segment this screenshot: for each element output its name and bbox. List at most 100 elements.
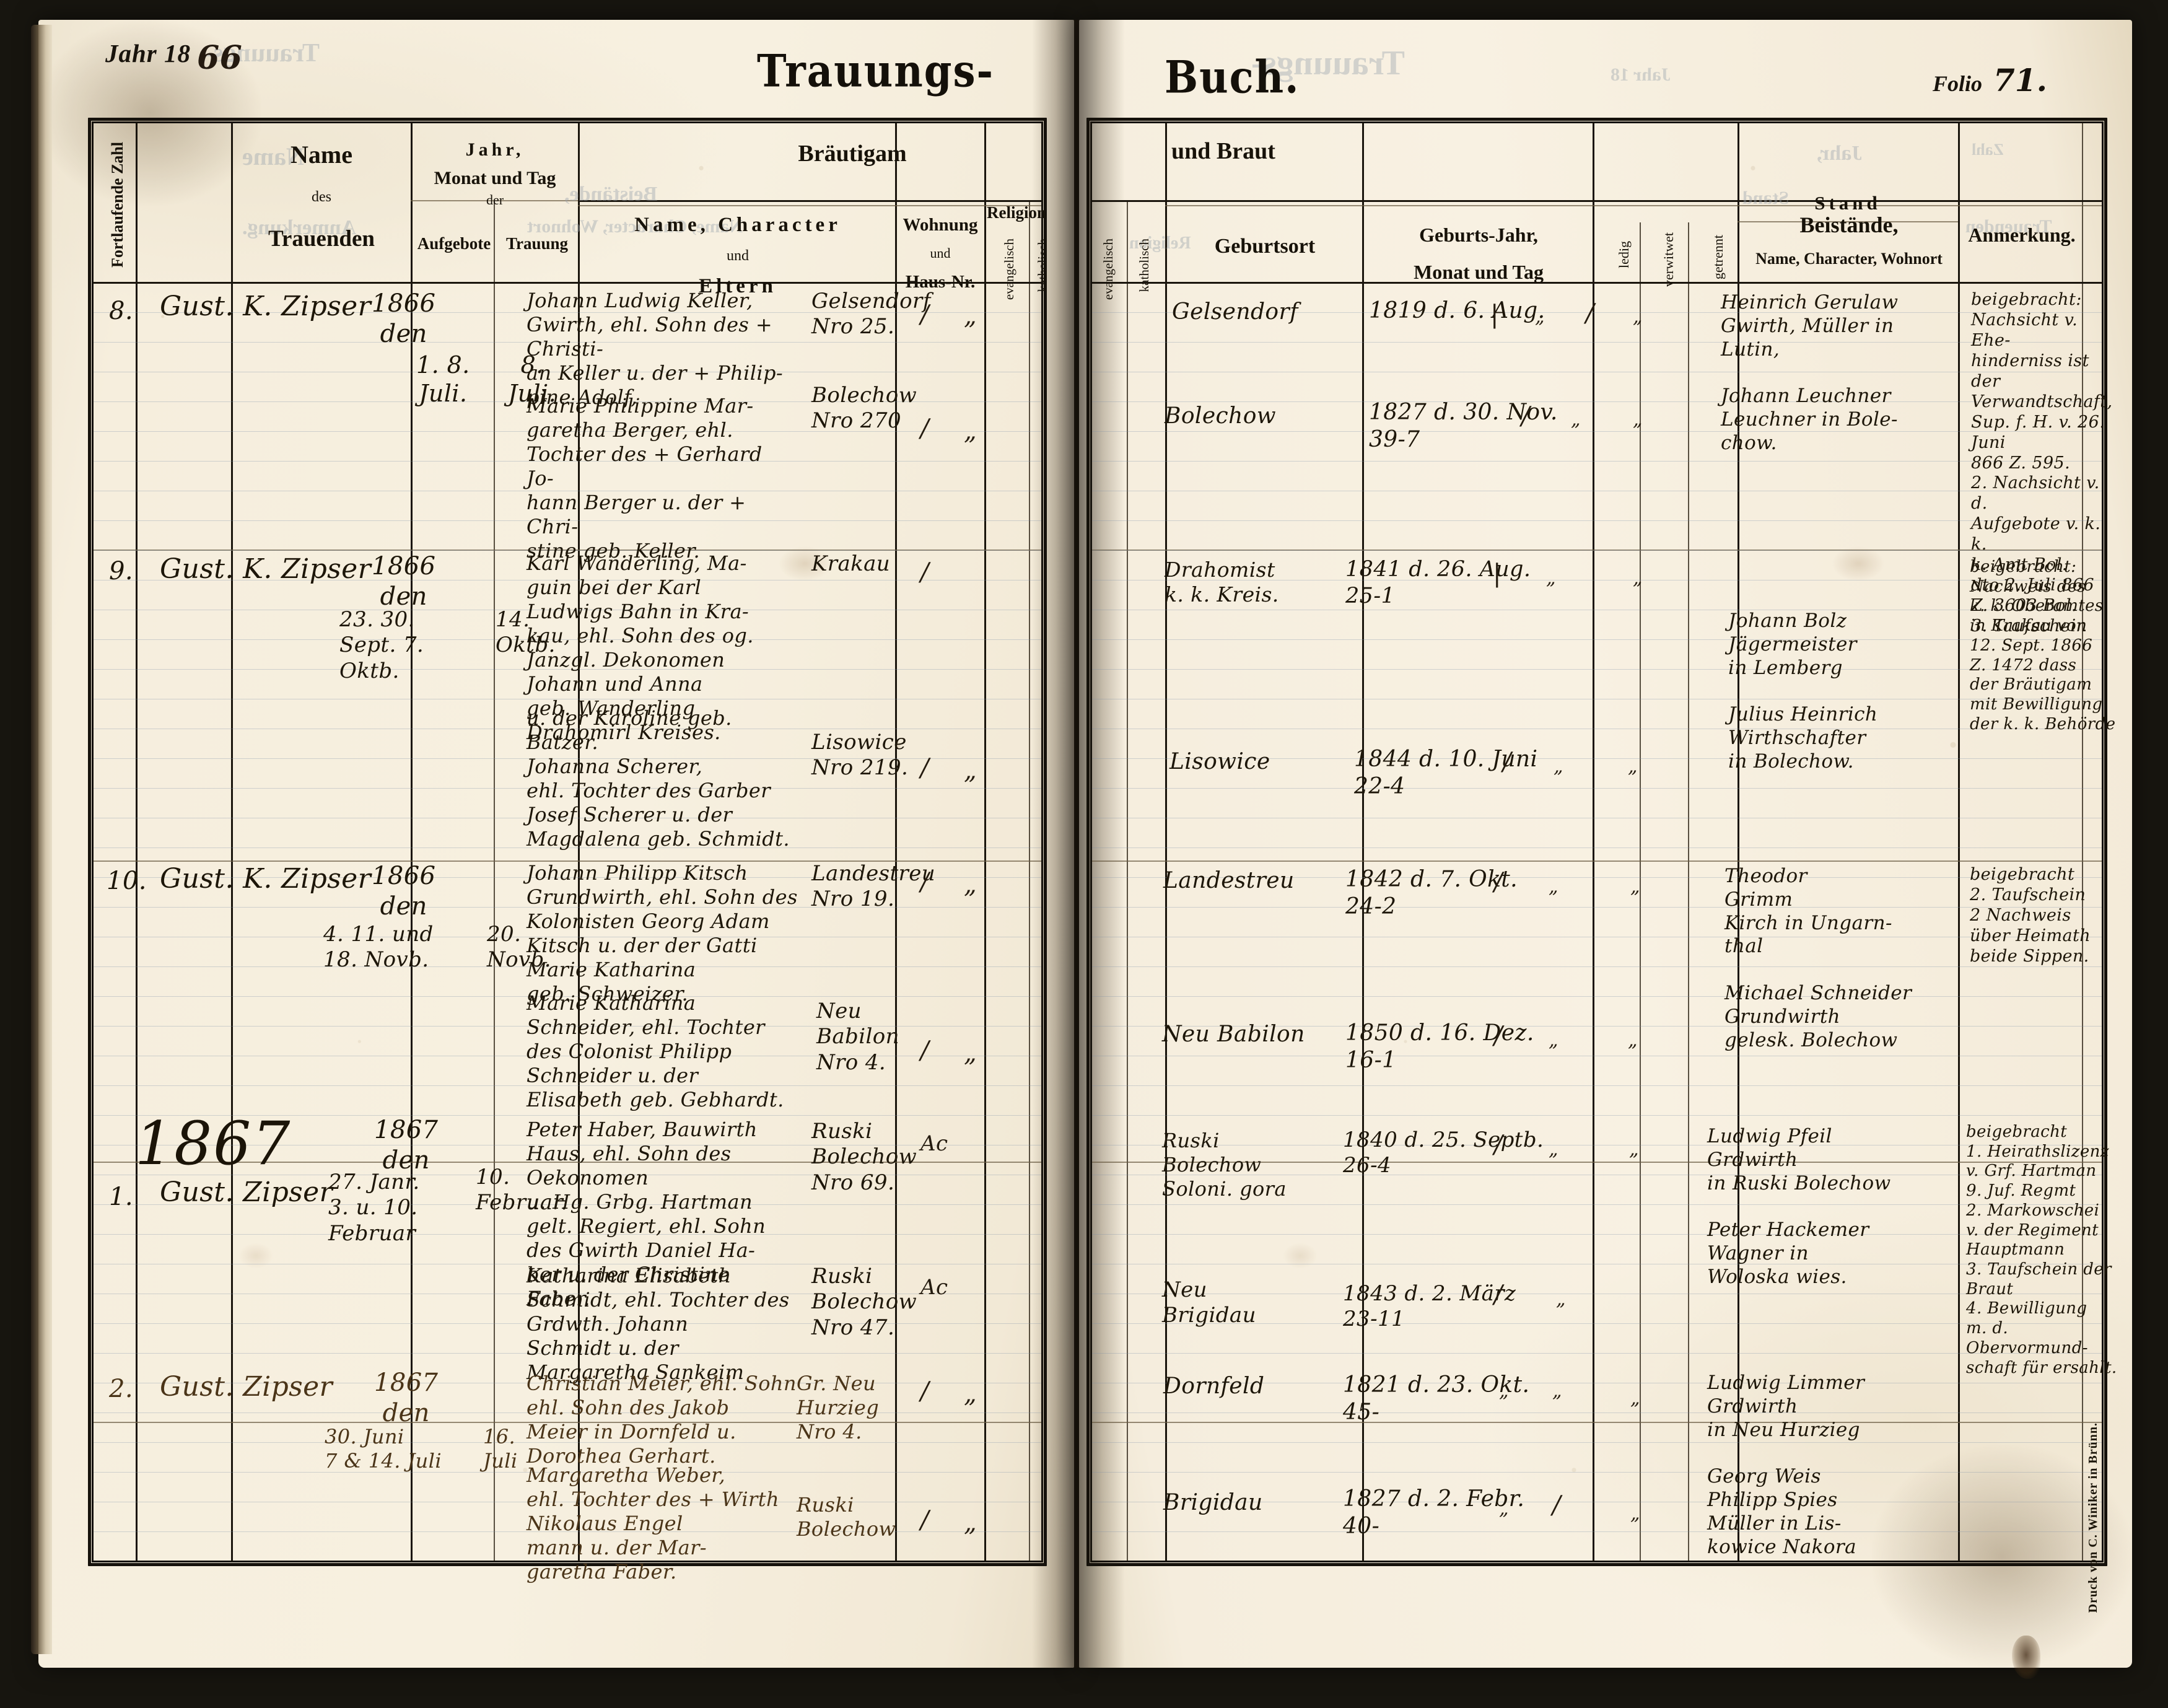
row-bride-verwitwet: / <box>1552 1491 1561 1520</box>
row-groom-ledig: „ <box>1499 1380 1509 1402</box>
hdr-bottom-rule-r <box>1092 282 2102 284</box>
year-label: Jahr 18 <box>105 39 191 68</box>
row-bride-wohnung: Lisowice Nro 219. <box>811 730 909 781</box>
col-sep-jahr <box>411 123 413 1561</box>
hdr-rule-braut-2 <box>1165 205 2102 206</box>
row-groom-getrennt: / <box>1586 299 1594 328</box>
row-bride-wohnung: Neu Babilon Nro 4. <box>816 999 899 1075</box>
row-bride-parents: Margaretha Weber, ehl. Tochter des + Wir… <box>527 1463 779 1584</box>
col-sep-stand <box>1737 123 1739 1561</box>
row-groom-parents: Johann Ludwig Keller, Gwirth, ehl. Sohn … <box>527 289 784 409</box>
row-bride-getrennt: „ <box>1628 1030 1638 1051</box>
row-bride-getrennt: „ <box>1633 409 1643 431</box>
col-sep-evangelisch <box>1029 201 1030 1561</box>
row-sep-1 <box>1092 550 2102 551</box>
header-trauung: Trauung <box>505 234 569 253</box>
header-verwitwet: verwitwet <box>1661 232 1676 287</box>
row-beistaende: Ludwig Pfeil Grdwirth in Ruski Bolechow … <box>1707 1125 1891 1288</box>
row-groom-wohnung: Gr. Neu Hurzieg Nro 4. <box>797 1372 880 1444</box>
row-trauender: Gust. Zipser <box>160 1371 333 1403</box>
header-name-character: Name, Character und Eltern <box>634 214 841 298</box>
row-bride-katholisch: „ <box>964 756 977 785</box>
header-religion: Religion <box>987 203 1047 222</box>
row-nr: 10. <box>107 867 147 895</box>
row-groom-geburtsort: Drahomist k. k. Kreis. <box>1165 558 1279 607</box>
row-groom-verwitwet: „ <box>1552 1380 1562 1402</box>
header-katholisch: katholisch <box>1035 239 1050 292</box>
row-bride-evangelisch: Ac <box>920 1275 948 1300</box>
row-bride-evangelisch: / <box>920 414 929 443</box>
row-bride-verwitwet: „ <box>1556 1289 1566 1310</box>
row-bride-ledig: „ <box>1499 1498 1509 1520</box>
col-sep-trauung <box>578 123 580 1561</box>
header-beistaende: Beistände, Name, Character, Wohnort <box>1755 212 1943 268</box>
row-sep-2 <box>1092 861 2102 862</box>
folio-label: Folio <box>1933 71 1983 96</box>
row-jahr: 1866 den <box>372 552 436 611</box>
row-bride-getrennt: „ <box>1630 1503 1640 1525</box>
header-wohnung: Wohnung und Haus-Nr. <box>903 215 978 292</box>
row-trauung: 20. Novb. <box>487 922 551 973</box>
row-groom-katholisch: „ <box>964 302 977 330</box>
folio-indicator: Folio 71. <box>1933 62 2047 99</box>
col-sep-verwitwet <box>1688 222 1689 1561</box>
row-groom-geburtsort: Dornfeld <box>1163 1373 1265 1399</box>
row-groom-getrennt-2: „ <box>1633 306 1643 328</box>
ink-blot <box>2012 1636 2040 1679</box>
row-aufgebote: 1. 8. Juli. <box>416 351 470 408</box>
header-jahr: Jahr, Monat und Tag der <box>434 139 556 208</box>
row-jahr: 1866 den <box>372 289 436 348</box>
row-sep-1 <box>94 550 1041 551</box>
row-aufgebote: 4. 11. und 18. Novb. <box>323 922 434 973</box>
row-bride-verwitwet: „ <box>1549 1030 1558 1051</box>
row-trauung: 14. Oktb. <box>496 607 556 658</box>
row-bride-verwitwet: „ <box>1554 756 1563 777</box>
row-jahr: 1866 den <box>372 862 436 921</box>
row-sep-3 <box>1092 1162 2102 1163</box>
row-nr: 2. <box>109 1375 133 1403</box>
row-groom-evangelisch: / <box>920 868 929 896</box>
header-getrennt: getrennt <box>1710 235 1726 280</box>
row-bride-ledig: / <box>1494 1281 1503 1309</box>
hdr-bottom-rule <box>94 282 1041 284</box>
row-bride-verwitwet: „ <box>1571 409 1581 431</box>
row-groom-geburtsdatum: 1819 d. 6. Aug. <box>1369 298 1545 323</box>
row-bride-geburtsort: Lisowice <box>1169 749 1270 774</box>
header-geburts-jahr: Geburts-Jahr, Monat und Tag <box>1414 224 1544 283</box>
header-und-braut: und Braut <box>1171 138 1275 164</box>
row-trauung: 16. Juli <box>483 1425 518 1473</box>
row-groom-evangelisch: / <box>920 300 929 329</box>
row-bride-geburtsdatum: 1850 d. 16. Dez. 16-1 <box>1345 1020 1534 1073</box>
row-groom-geburtsort: Ruski Bolechow Soloni. gora <box>1162 1129 1287 1201</box>
row-trauender: Gust. K. Zipser <box>160 863 372 895</box>
title-trauungs: Trauungs- <box>757 45 995 98</box>
folio-number: 71. <box>1993 62 2048 99</box>
col-sep-religion-r <box>1165 123 1167 1561</box>
year-section-marker: 1867 <box>135 1109 292 1178</box>
row-groom-getrennt: „ <box>1629 1139 1639 1160</box>
row-bride-geburtsdatum: 1844 d. 10. Juni 22-4 <box>1354 747 1538 799</box>
header-anmerkung: Anmerkung. <box>1968 224 2076 246</box>
row-groom-evangelisch: / <box>920 1377 929 1406</box>
row-sep-2 <box>94 861 1041 862</box>
header-laufende-zahl: Fortlaufende Zahl <box>108 142 126 268</box>
header-evangelisch: evangelisch <box>1002 239 1016 300</box>
header-ledig: ledig <box>1616 241 1632 268</box>
book-binding <box>31 25 52 1654</box>
row-trauender: Gust. K. Zipser <box>160 553 372 585</box>
row-groom-geburtsort: Landestreu <box>1163 868 1295 893</box>
row-aufgebote: 30. Juni 7 & 14. Juli <box>325 1425 442 1473</box>
row-bride-parents: Marie Katharina Schneider, ehl. Tochter … <box>527 991 784 1112</box>
row-anmerkung: beigebracht 1. Heirathslizenz v. Grf. Ha… <box>1966 1123 2117 1377</box>
header-evangelisch-bride: evangelisch <box>1101 239 1116 300</box>
row-groom-wohnung: Krakau <box>811 551 891 576</box>
hdr-rule-braut <box>1165 200 2102 202</box>
header-stand: Stand <box>1814 192 1881 214</box>
bleed-through-text: Jahr, <box>1817 142 1863 165</box>
col-sep-wohnung <box>895 123 897 1561</box>
col-sep-name <box>231 123 233 1561</box>
row-groom-getrennt: „ <box>1633 567 1643 589</box>
row-groom-wohnung: Ruski Bolechow Nro 69. <box>811 1119 917 1195</box>
row-groom-evangelisch: Ac <box>920 1131 948 1156</box>
row-trauender: Gust. K. Zipser <box>160 291 372 322</box>
